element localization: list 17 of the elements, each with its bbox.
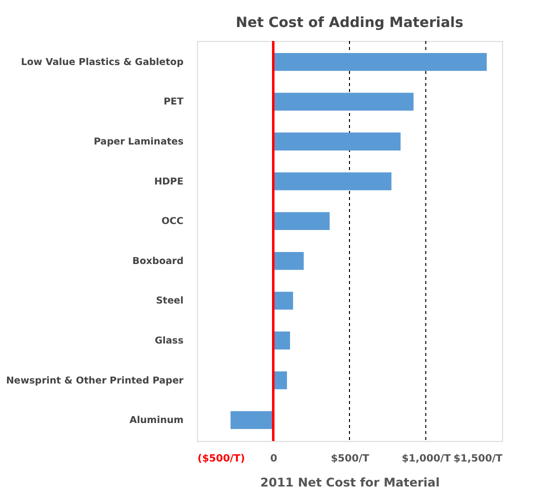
- y-tick-label: Newsprint & Other Printed Paper: [6, 375, 184, 386]
- y-tick-label: Aluminum: [130, 415, 184, 426]
- x-tick-label: $1,000/T: [402, 454, 451, 464]
- y-tick-label: Glass: [154, 336, 184, 347]
- y-tick-label: OCC: [161, 216, 184, 228]
- x-tick-label: ($500/T): [198, 454, 245, 464]
- chart-title: Net Cost of Adding Materials: [236, 14, 464, 31]
- y-tick-label: Low Value Plastics & Gabletop: [20, 56, 184, 68]
- x-axis-title: 2011 Net Cost for Material: [260, 476, 440, 490]
- y-tick-label: Paper Laminates: [94, 136, 184, 148]
- x-tick-label: $1,500/T: [453, 454, 503, 464]
- y-tick-label: HDPE: [154, 176, 184, 188]
- y-tick-label: Steel: [156, 296, 184, 307]
- y-tick-label: PET: [164, 96, 184, 108]
- y-tick-label: Boxboard: [132, 256, 184, 267]
- x-tick-label: $500/T: [330, 454, 370, 464]
- x-tick-label: 0: [270, 454, 278, 464]
